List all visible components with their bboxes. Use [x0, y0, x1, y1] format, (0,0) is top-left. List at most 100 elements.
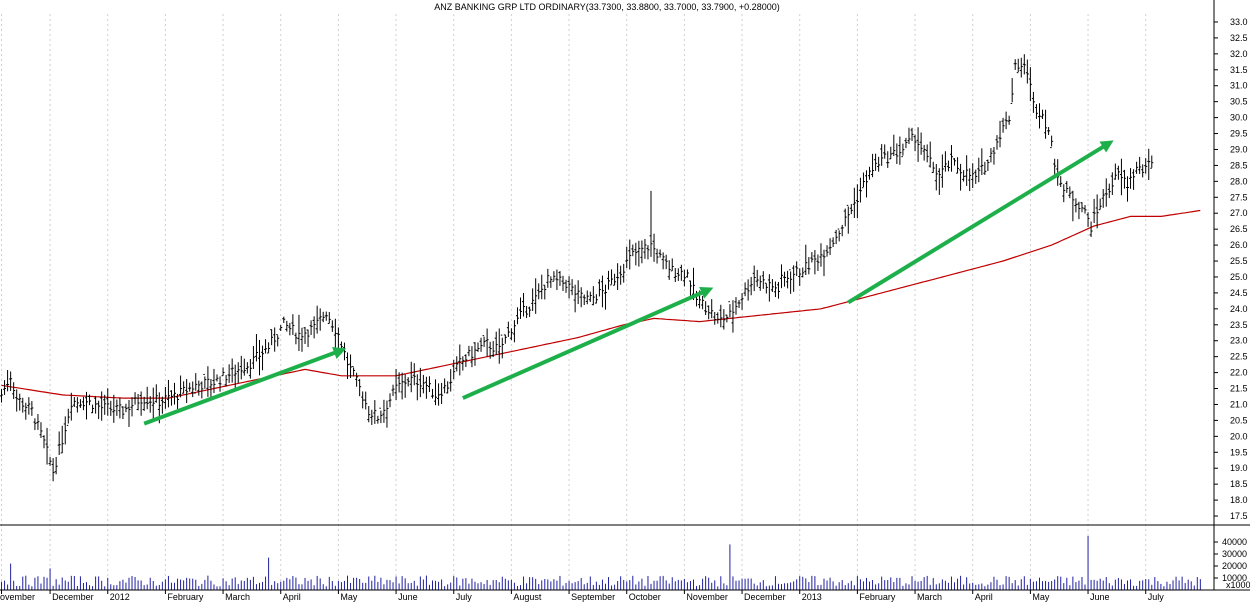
price-bar	[810, 252, 814, 263]
price-bar	[300, 327, 304, 352]
price-bar	[573, 284, 577, 313]
price-bar	[1010, 78, 1014, 104]
price-bar	[515, 307, 519, 325]
price-bar	[752, 265, 756, 292]
price-bar	[755, 269, 759, 287]
price-bar	[1025, 59, 1029, 84]
price-tick-label: 19.0	[1230, 463, 1248, 473]
price-bar	[877, 156, 881, 172]
price-bar	[631, 244, 635, 257]
price-bar	[828, 238, 832, 256]
price-bar	[946, 160, 950, 172]
price-bar	[925, 144, 929, 163]
price-bar	[100, 391, 104, 421]
price-bar	[91, 404, 95, 414]
price-bar	[257, 339, 261, 376]
price-bar	[664, 254, 668, 270]
price-bar	[312, 316, 316, 339]
price-bar	[324, 311, 328, 321]
price-bar	[783, 271, 787, 287]
price-bar	[57, 431, 61, 456]
price-bar	[886, 151, 890, 168]
price-tick-label: 26.5	[1230, 224, 1248, 234]
price-bar	[233, 364, 237, 388]
price-bar	[321, 311, 325, 323]
price-bar	[561, 275, 565, 291]
price-bar	[622, 263, 626, 283]
price-bar	[834, 229, 838, 245]
x-axis-label: March	[225, 592, 250, 602]
price-tick-label: 21.0	[1230, 399, 1248, 409]
price-bar	[242, 358, 246, 376]
price-tick-label: 20.0	[1230, 431, 1248, 441]
price-bar	[1065, 181, 1069, 193]
moving-average-series	[1, 209, 1201, 399]
price-bar	[279, 324, 283, 331]
x-axis-label: November	[686, 592, 728, 602]
price-bar	[394, 368, 398, 401]
price-bar	[655, 248, 659, 264]
price-bar	[148, 396, 152, 413]
price-bar	[18, 393, 22, 411]
price-bar	[12, 382, 16, 400]
price-bar	[537, 283, 541, 300]
price-tick-label: 30.5	[1230, 97, 1248, 107]
volume-tick-label: 40000	[1222, 537, 1247, 547]
price-bar	[719, 304, 723, 328]
price-bar	[197, 380, 201, 396]
price-bar	[1116, 165, 1120, 180]
price-bar	[473, 342, 477, 366]
price-bar	[151, 387, 155, 420]
price-bar	[977, 157, 981, 183]
price-bar	[443, 378, 447, 394]
price-bar	[1047, 127, 1051, 135]
price-bar	[555, 269, 559, 291]
price-bar	[9, 371, 13, 391]
price-bar	[1077, 201, 1081, 220]
price-bar	[72, 397, 76, 407]
price-bar	[21, 397, 25, 413]
price-bar	[670, 258, 674, 272]
price-bar	[1098, 198, 1102, 211]
price-bar	[36, 414, 40, 430]
price-bar	[934, 164, 938, 191]
price-bar	[822, 249, 826, 277]
price-bar	[889, 146, 893, 160]
price-bar	[458, 344, 462, 376]
price-bar	[379, 407, 383, 424]
price-bar	[1119, 158, 1123, 196]
price-bar	[106, 388, 110, 416]
price-bar	[1050, 135, 1054, 149]
price-bar	[479, 337, 483, 352]
price-bar	[943, 151, 947, 172]
price-bar	[382, 399, 386, 423]
price-tick-label: 28.5	[1230, 160, 1248, 170]
price-tick-label: 31.5	[1230, 65, 1248, 75]
price-bar	[315, 305, 319, 334]
price-bar	[418, 367, 422, 398]
price-bar	[1080, 202, 1084, 213]
price-bar	[1013, 59, 1017, 70]
price-bar	[188, 382, 192, 392]
price-bar	[69, 392, 73, 421]
price-bar	[895, 143, 899, 165]
price-bar	[333, 318, 337, 350]
price-bar	[81, 396, 85, 411]
price-bar	[218, 376, 222, 392]
price-bar	[163, 386, 167, 409]
price-bar	[986, 159, 990, 171]
price-bar	[716, 312, 720, 324]
price-bar	[937, 168, 941, 195]
price-bar	[336, 327, 340, 351]
price-bar	[558, 271, 562, 286]
x-axis-label: February	[859, 592, 896, 602]
price-bar	[303, 327, 307, 344]
price-tick-label: 17.5	[1230, 511, 1248, 521]
price-bar	[88, 394, 92, 406]
price-bar	[406, 377, 410, 387]
price-bar	[1122, 169, 1126, 189]
price-bar	[798, 268, 802, 286]
price-bar	[349, 354, 353, 378]
price-bar	[488, 341, 492, 359]
